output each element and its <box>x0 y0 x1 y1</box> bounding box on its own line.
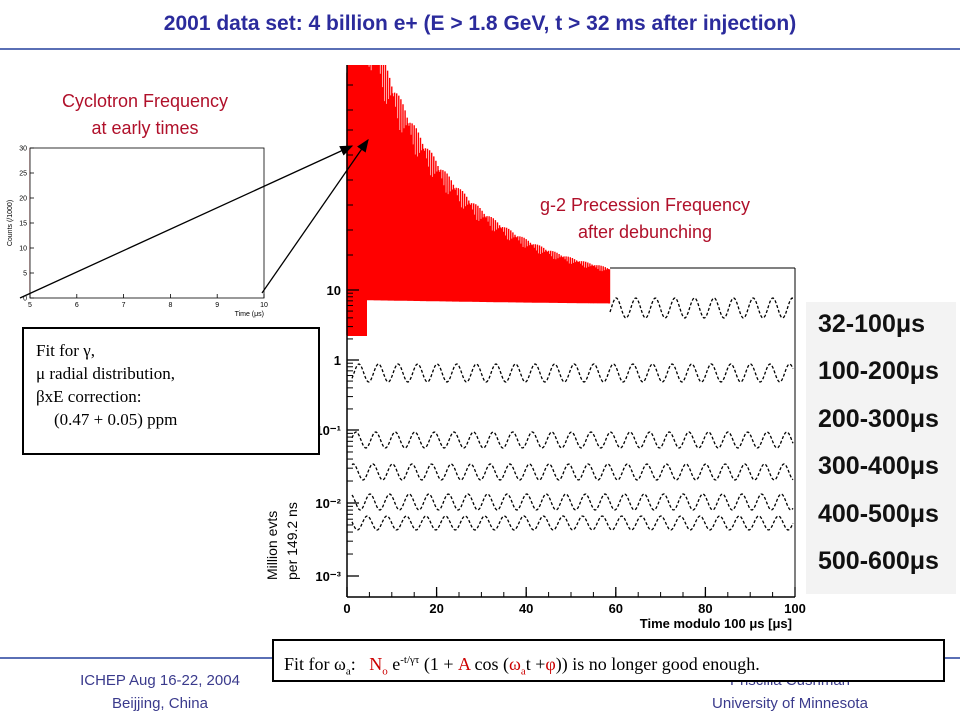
fit-formula-part: (1 + <box>419 654 458 674</box>
early-time-fill <box>347 66 367 336</box>
g2-label-line: g-2 Precession Frequency <box>539 195 751 215</box>
inset-frame <box>29 147 265 299</box>
title-divider <box>0 48 960 50</box>
x-tick-label: 80 <box>698 601 712 616</box>
footer-line: Beijjing, China <box>112 695 208 712</box>
fit-formula-part: o <box>382 665 388 678</box>
fit-formula-part: : <box>350 654 370 674</box>
series-line <box>351 493 794 511</box>
legend-item: 400-500μs <box>818 500 939 528</box>
inset-x-tick-label: 10 <box>260 302 268 309</box>
fit-formula-part: t + <box>525 654 546 674</box>
footer-conference: ICHEP Aug 16-22, 2004 Beijjing, China <box>40 669 280 715</box>
main-chart-frame <box>610 267 796 597</box>
y-tick-label: 10⁻³ <box>315 569 341 584</box>
cyclotron-label-line: Cyclotron Frequency <box>61 91 229 111</box>
inset-y-tick-label: 20 <box>19 196 27 203</box>
fit-formula-part: e <box>387 654 401 674</box>
fit-omega-box: Fit for ωa: No e-t/γτ (1 + A cos (ωat +φ… <box>272 639 945 682</box>
legend-item: 500-600μs <box>818 547 939 575</box>
inset-x-tick-label: 5 <box>28 302 32 309</box>
early-time-histogram <box>346 64 611 335</box>
y-label-line1: Million evts <box>264 510 280 580</box>
y-tick-label: 1 <box>334 353 341 368</box>
x-tick-label: 20 <box>429 601 443 616</box>
series-line <box>351 363 794 383</box>
g2-label-line: after debunching <box>577 222 713 242</box>
main-y-axis-label: Million evts per 149.2 ns <box>258 440 318 600</box>
main-chart-early-bins <box>346 64 611 336</box>
fit-box-line: μ radial distribution, <box>36 364 175 383</box>
footer-line: ICHEP Aug 16-22, 2004 <box>80 672 240 689</box>
legend-item: 300-400μs <box>818 452 939 480</box>
fit-box-line: (0.47 + 0.05) ppm <box>54 410 178 429</box>
series-line <box>609 297 794 319</box>
cyclotron-label-line: at early times <box>91 118 199 138</box>
inset-x-tick-label: 7 <box>122 302 126 309</box>
legend-item: 32-100μs <box>818 310 926 338</box>
series-4 <box>351 493 794 511</box>
inset-y-tick-label: 30 <box>19 146 27 153</box>
inset-x-tick-label: 9 <box>215 302 219 309</box>
inset-y-tick-label: 0 <box>23 296 27 303</box>
x-axis-label: Time modulo 100 μs [μs] <box>640 616 792 631</box>
inset-x-tick-label: 8 <box>168 302 172 309</box>
y-tick-label: 10⁻¹ <box>315 423 341 438</box>
legend-item: 200-300μs <box>818 405 939 433</box>
fit-formula-part: a <box>520 665 526 678</box>
series-0 <box>609 297 794 319</box>
fit-box-line: βxE correction: <box>36 387 142 406</box>
fit-formula-part: -t/γτ <box>400 654 420 666</box>
inset-y-tick-label: 25 <box>19 171 27 178</box>
x-tick-label: 60 <box>609 601 623 616</box>
inset-y-tick-label: 10 <box>19 246 27 253</box>
y-label-line2: per 149.2 ns <box>284 502 300 580</box>
inset-y-tick-label: 5 <box>23 271 27 278</box>
main-chart-series <box>351 297 794 531</box>
page-title: 2001 data set: 4 billion e+ (E > 1.8 GeV… <box>163 12 797 35</box>
inset-x-tick-label: 6 <box>75 302 79 309</box>
y-tick-label: 10⁻² <box>315 496 341 511</box>
inset-y-axis-label: Counts (/1000) <box>7 200 14 246</box>
g2-label: g-2 Precession Frequency after debunchin… <box>490 192 800 246</box>
fit-formula-part: A <box>457 654 470 674</box>
x-tick-label: 40 <box>519 601 533 616</box>
fit-formula-part: Fit for ω <box>284 654 346 674</box>
fit-formula-part: φ <box>545 654 556 674</box>
cyclotron-label: Cyclotron Frequency at early times <box>20 88 270 142</box>
fit-formula-part: ω <box>509 654 521 674</box>
arrow-line <box>19 145 354 299</box>
footer-line: University of Minnesota <box>712 695 868 712</box>
inset-x-axis-label: Time (μs) <box>235 311 264 318</box>
fit-gamma-box: Fit for γ, μ radial distribution, βxE co… <box>22 327 320 455</box>
fit-formula-part: cos ( <box>470 654 510 674</box>
y-tick-label: 10 <box>327 283 341 298</box>
x-tick-label: 0 <box>343 601 350 616</box>
legend-item: 100-200μs <box>818 357 939 385</box>
time-window-legend: 32-100μs 100-200μs 200-300μs 300-400μs 4… <box>806 302 956 594</box>
fit-box-line: Fit for γ, <box>36 341 95 360</box>
inset-y-tick-label: 15 <box>19 221 27 228</box>
fit-formula-part: a <box>345 665 351 678</box>
arrow-line <box>261 138 369 294</box>
x-tick-label: 100 <box>784 601 806 616</box>
fit-formula-part: )) is no longer good enough. <box>555 654 760 674</box>
series-1 <box>351 363 794 383</box>
fit-formula-part: N <box>369 654 383 674</box>
